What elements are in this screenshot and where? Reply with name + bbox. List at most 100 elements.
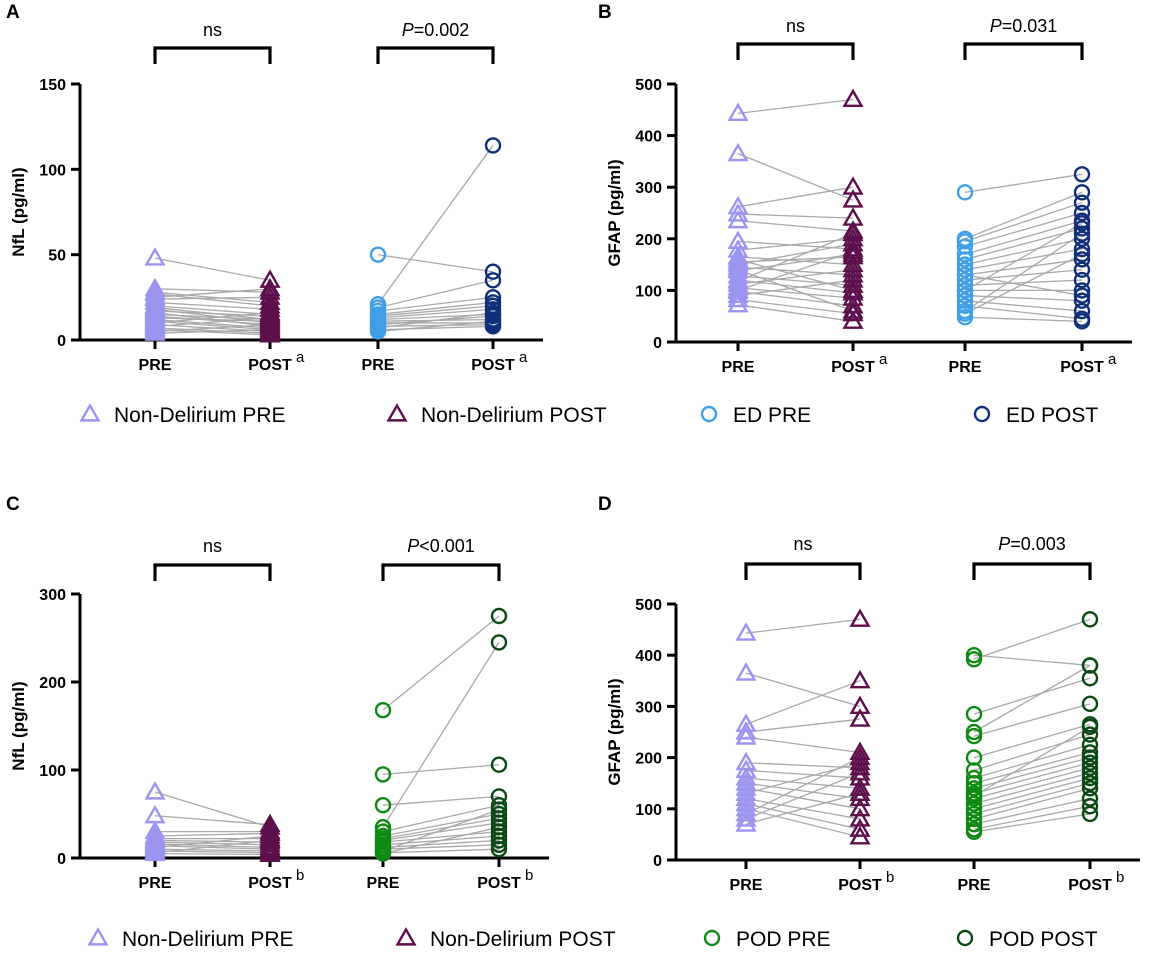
pair-line	[154, 320, 271, 331]
pair-line	[377, 279, 494, 309]
pair-line	[154, 317, 271, 327]
post-point	[842, 269, 864, 288]
pair-line	[737, 243, 854, 266]
y-tick-label: 100	[635, 283, 662, 300]
y-axis-label: NfL (pg/ml)	[9, 681, 28, 770]
pre-point	[735, 808, 757, 827]
pre-point	[735, 662, 757, 681]
pair-line	[745, 672, 861, 708]
post-point	[849, 608, 871, 627]
pair-line	[973, 767, 1091, 800]
pre-point	[727, 142, 749, 162]
pair-line	[737, 256, 854, 266]
pair-line	[745, 787, 861, 810]
pair-line	[964, 258, 1083, 276]
post-point	[1073, 230, 1091, 248]
pair-line	[154, 305, 271, 316]
y-tick-label: 0	[653, 335, 662, 352]
post-point	[1073, 261, 1091, 278]
circle-icon	[973, 405, 991, 423]
x-tick-superscript: b	[1116, 869, 1124, 886]
pair-line	[973, 726, 1091, 797]
x-tick-label: POST	[831, 359, 875, 376]
pre-point	[965, 787, 983, 805]
y-tick-label: 300	[635, 699, 662, 716]
pre-point	[956, 184, 974, 201]
pair-line	[737, 269, 854, 285]
post-point	[259, 277, 281, 297]
pre-point	[144, 247, 166, 266]
post-point	[849, 756, 871, 776]
pre-point	[735, 726, 757, 745]
pre-point	[965, 651, 983, 668]
post-point	[259, 318, 281, 338]
pair-line	[964, 294, 1083, 302]
post-point	[259, 833, 281, 853]
pair-line	[964, 300, 1083, 312]
post-point	[1081, 749, 1099, 766]
pair-line	[745, 769, 861, 779]
pair-line	[964, 227, 1083, 261]
pre-point	[965, 800, 983, 817]
pre-point	[956, 251, 974, 268]
x-tick-label: PRE	[958, 877, 991, 894]
y-tick-label: 400	[635, 129, 662, 146]
legend-item: Non-Delirium POST	[395, 927, 616, 951]
post-point	[259, 843, 281, 863]
pre-point	[956, 266, 974, 284]
pair-line	[382, 826, 500, 855]
post-point	[849, 782, 871, 802]
pair-line	[745, 762, 861, 795]
legend-label: POD POST	[989, 928, 1098, 951]
pre-point	[727, 293, 749, 313]
pair-line	[973, 797, 1091, 825]
y-tick-label: 200	[635, 751, 662, 768]
pair-line	[382, 795, 500, 806]
legend-1: Non-Delirium PRE Non-Delirium POST ED PRE E…	[79, 403, 1098, 427]
post-point	[842, 88, 864, 108]
pair-line	[737, 98, 854, 115]
pre-point	[965, 762, 983, 779]
pre-point	[965, 769, 983, 787]
pair-line	[382, 822, 500, 842]
pair-line	[964, 248, 1083, 271]
pair-line	[964, 222, 1083, 291]
pair-line	[973, 762, 1091, 795]
pair-line	[745, 736, 861, 754]
post-point	[1081, 736, 1099, 753]
pre-point	[965, 805, 983, 823]
post-point	[484, 263, 502, 280]
pair-line	[382, 848, 500, 854]
pair-line	[964, 305, 1083, 320]
y-tick-label: 300	[39, 587, 66, 604]
pair-line	[737, 275, 854, 286]
pair-line	[964, 316, 1083, 323]
post-point	[1081, 726, 1099, 743]
pair-line	[382, 615, 500, 711]
pair-line	[737, 220, 854, 232]
pair-line	[377, 296, 494, 312]
post-point	[1081, 670, 1099, 687]
y-axis-label: GFAP (pg/ml)	[605, 678, 624, 785]
circle-icon	[703, 929, 721, 947]
significance-bracket	[972, 562, 1092, 580]
pair-line	[377, 145, 494, 305]
circle-icon	[956, 929, 974, 947]
pre-point	[374, 701, 392, 719]
legend-label: ED POST	[1006, 404, 1098, 427]
pair-line	[973, 703, 1091, 737]
pair-line	[745, 718, 861, 733]
post-point	[484, 313, 502, 330]
post-point	[1081, 805, 1099, 823]
pair-line	[737, 279, 854, 297]
post-point	[842, 222, 864, 242]
x-tick-label: POST	[477, 875, 521, 892]
post-point	[842, 310, 864, 329]
pair-line	[973, 677, 1091, 715]
post-point	[1073, 166, 1091, 183]
x-tick-label: PRE	[139, 357, 172, 374]
pre-point	[965, 795, 983, 812]
